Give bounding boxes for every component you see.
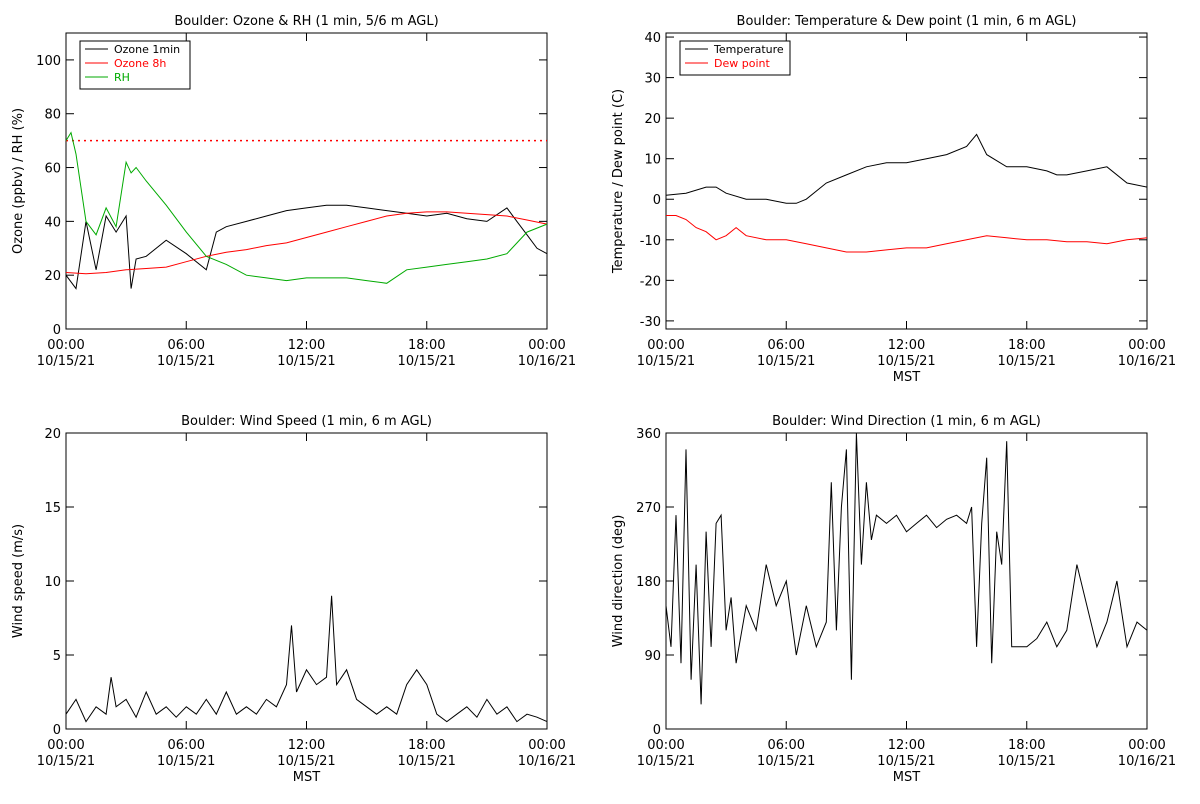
series-line-1 xyxy=(65,595,548,723)
x-tick-date-label: 10/16/21 xyxy=(518,354,576,369)
y-tick-label: 40 xyxy=(644,31,661,46)
legend-label: Ozone 8h xyxy=(114,57,166,70)
series-line-3 xyxy=(65,131,548,284)
x-tick-date-label: 10/15/21 xyxy=(637,754,695,769)
x-tick-time-label: 18:00 xyxy=(408,738,445,753)
x-tick-date-label: 10/15/21 xyxy=(998,754,1056,769)
x-tick-time-label: 06:00 xyxy=(168,338,205,353)
x-tick-time-label: 06:00 xyxy=(768,338,805,353)
x-tick-time-label: 06:00 xyxy=(768,738,805,753)
x-tick-date-label: 10/15/21 xyxy=(877,754,935,769)
legend-label: RH xyxy=(114,71,130,84)
x-tick-time-label: 00:00 xyxy=(1128,738,1165,753)
chart-panel-2: Boulder: Temperature & Dew point (1 min,… xyxy=(611,14,1176,385)
series-line-2 xyxy=(666,215,1148,253)
y-tick-label: 30 xyxy=(644,72,661,87)
x-tick-date-label: 10/15/21 xyxy=(757,354,815,369)
x-tick-time-label: 00:00 xyxy=(528,338,565,353)
y-tick-label: -10 xyxy=(640,234,661,249)
y-tick-label: -30 xyxy=(640,315,661,330)
x-tick-date-label: 10/15/21 xyxy=(637,354,695,369)
y-tick-label: 60 xyxy=(44,162,61,177)
series-line-2 xyxy=(65,211,548,275)
legend-label: Ozone 1min xyxy=(114,43,180,56)
x-tick-date-label: 10/15/21 xyxy=(998,354,1056,369)
x-tick-time-label: 12:00 xyxy=(888,338,925,353)
x-tick-time-label: 18:00 xyxy=(1008,738,1045,753)
x-tick-date-label: 10/15/21 xyxy=(877,354,935,369)
x-tick-time-label: 18:00 xyxy=(1008,338,1045,353)
legend-label: Temperature xyxy=(713,43,784,56)
series-line-1 xyxy=(665,133,1148,204)
chart-panel-4: Boulder: Wind Direction (1 min, 6 m AGL)… xyxy=(611,414,1176,785)
y-tick-label: 180 xyxy=(636,575,661,590)
x-tick-time-label: 12:00 xyxy=(288,738,325,753)
x-tick-time-label: 00:00 xyxy=(647,738,684,753)
x-tick-time-label: 00:00 xyxy=(647,338,684,353)
x-tick-time-label: 00:00 xyxy=(47,738,84,753)
y-tick-label: 80 xyxy=(44,108,61,123)
y-tick-label: 0 xyxy=(53,323,61,338)
x-tick-date-label: 10/15/21 xyxy=(157,754,215,769)
series-line-1 xyxy=(65,204,548,290)
y-tick-label: 360 xyxy=(636,427,661,442)
y-tick-label: 10 xyxy=(644,153,661,168)
y-tick-label: 10 xyxy=(44,575,61,590)
y-axis-label: Temperature / Dew point (C) xyxy=(611,89,626,274)
x-tick-time-label: 18:00 xyxy=(408,338,445,353)
x-tick-time-label: 06:00 xyxy=(168,738,205,753)
x-tick-date-label: 10/15/21 xyxy=(37,354,95,369)
y-tick-label: 0 xyxy=(653,193,661,208)
chart-title: Boulder: Temperature & Dew point (1 min,… xyxy=(737,14,1077,29)
series-line-1 xyxy=(665,432,1148,705)
x-axis-label: MST xyxy=(893,770,920,785)
x-tick-date-label: 10/15/21 xyxy=(157,354,215,369)
x-tick-time-label: 12:00 xyxy=(288,338,325,353)
plot-frame xyxy=(65,432,548,730)
x-tick-date-label: 10/15/21 xyxy=(277,754,335,769)
y-axis-label: Ozone (ppbv) / RH (%) xyxy=(11,108,26,254)
y-tick-label: 40 xyxy=(44,215,61,230)
x-tick-date-label: 10/16/21 xyxy=(1118,354,1176,369)
chart-panel-1: Boulder: Ozone & RH (1 min, 5/6 m AGL) 0 2… xyxy=(11,14,576,369)
y-tick-label: -20 xyxy=(640,274,661,289)
y-tick-label: 270 xyxy=(636,501,661,516)
x-tick-date-label: 10/15/21 xyxy=(37,754,95,769)
x-tick-date-label: 10/16/21 xyxy=(1118,754,1176,769)
x-axis-label: MST xyxy=(293,770,320,785)
x-axis-label: MST xyxy=(893,370,920,385)
y-tick-label: 5 xyxy=(53,649,61,664)
chart-title: Boulder: Wind Direction (1 min, 6 m AGL) xyxy=(772,414,1041,429)
y-tick-label: 15 xyxy=(44,501,61,516)
x-tick-date-label: 10/16/21 xyxy=(518,754,576,769)
chart-title: Boulder: Ozone & RH (1 min, 5/6 m AGL) xyxy=(174,14,438,29)
x-tick-date-label: 10/15/21 xyxy=(757,754,815,769)
x-tick-date-label: 10/15/21 xyxy=(398,354,456,369)
x-tick-time-label: 12:00 xyxy=(888,738,925,753)
legend-label: Dew point xyxy=(714,57,770,70)
y-tick-label: 0 xyxy=(53,723,61,738)
y-tick-label: 100 xyxy=(36,54,61,69)
y-tick-label: 20 xyxy=(44,427,61,442)
y-axis-label: Wind direction (deg) xyxy=(611,515,626,648)
legend-box xyxy=(679,40,791,76)
chart-title: Boulder: Wind Speed (1 min, 6 m AGL) xyxy=(181,414,432,429)
y-tick-label: 20 xyxy=(44,269,61,284)
x-tick-time-label: 00:00 xyxy=(1128,338,1165,353)
x-tick-time-label: 00:00 xyxy=(47,338,84,353)
y-tick-label: 90 xyxy=(644,649,661,664)
x-tick-time-label: 00:00 xyxy=(528,738,565,753)
x-tick-date-label: 10/15/21 xyxy=(398,754,456,769)
y-axis-label: Wind speed (m/s) xyxy=(11,524,26,638)
plot-frame xyxy=(665,32,1148,330)
chart-panel-3: Boulder: Wind Speed (1 min, 6 m AGL) 0 5 10… xyxy=(11,414,576,785)
x-tick-date-label: 10/15/21 xyxy=(277,354,335,369)
y-tick-label: 20 xyxy=(644,112,661,127)
y-tick-label: 0 xyxy=(653,723,661,738)
